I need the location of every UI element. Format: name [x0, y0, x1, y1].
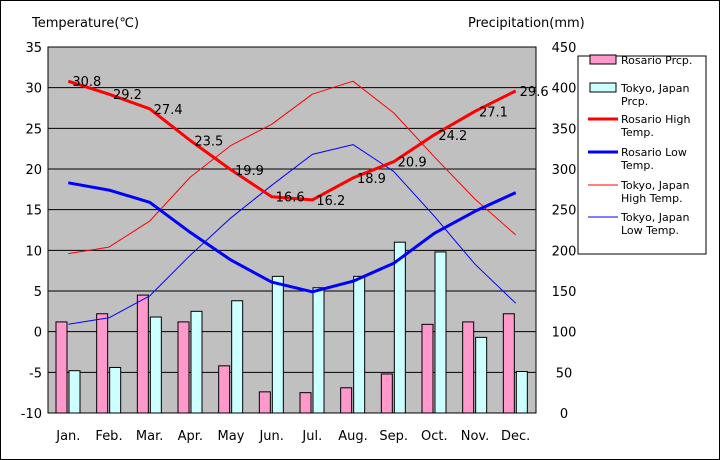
legend-label: Tokyo, Japan — [620, 82, 689, 95]
x-tick-label: Dec. — [501, 429, 530, 444]
right-tick-label: 100 — [552, 326, 577, 341]
x-tick-label: Apr. — [178, 429, 203, 444]
rosario-prcp-bar — [258, 391, 271, 414]
rosario-prcp-bar — [218, 365, 231, 414]
x-tick-label: Mar. — [136, 429, 163, 444]
right-tick-label: 400 — [552, 82, 577, 97]
rosario-high-data-label: 27.4 — [154, 103, 183, 118]
x-tick-label: Oct. — [421, 429, 448, 444]
x-tick-label: May — [218, 429, 245, 444]
rosario-prcp-bar — [462, 321, 475, 414]
x-tick-label: Feb. — [95, 429, 122, 444]
tokyo-low-line — [68, 144, 517, 325]
x-tick-label: Nov. — [461, 429, 490, 444]
right-tick-label: 300 — [552, 163, 577, 178]
left-tick-label: 10 — [25, 244, 42, 259]
rosario-prcp-bar — [380, 373, 393, 414]
rosario-prcp-bar — [299, 392, 312, 414]
rosario-prcp-bar — [136, 294, 149, 414]
legend-swatch — [589, 54, 617, 65]
tokyo-prcp-bar — [190, 310, 203, 414]
x-axis-ticks: Jan. Feb. Mar. Apr. May Jun. Jul. Aug. Sep. Oct. N… — [55, 429, 530, 444]
rosario-high-line — [67, 79, 517, 202]
right-tick-label: 200 — [552, 244, 577, 259]
plot-area — [47, 46, 537, 414]
legend-label: Temp. — [620, 126, 654, 139]
right-axis-title: Precipitation(mm) — [468, 16, 585, 31]
precipitation-bars — [55, 241, 528, 414]
left-tick-label: 0 — [34, 326, 42, 341]
rosario-high-data-label: 16.6 — [276, 191, 305, 206]
rosario-high-data-label: 23.5 — [194, 135, 223, 150]
left-tick-label: 35 — [25, 41, 42, 56]
rosario-prcp-bar — [55, 321, 68, 414]
rosario-prcp-bar — [502, 313, 515, 414]
tokyo-prcp-bar — [434, 251, 447, 414]
legend-label: Rosario Prcp. — [621, 54, 692, 67]
legend-label: Temp. — [620, 159, 654, 172]
rosario-high-data-label: 16.2 — [316, 194, 345, 209]
legend-label: Low Temp. — [621, 224, 679, 237]
rosario-high-data-label: 24.2 — [438, 129, 467, 144]
legend-swatch — [589, 82, 617, 93]
tokyo-prcp-bar — [149, 316, 162, 414]
gridlines — [48, 87, 536, 373]
rosario-prcp-bar — [177, 321, 190, 414]
legend-label: Tokyo, Japan — [620, 211, 689, 224]
legend-label: Rosario High — [621, 113, 690, 126]
right-tick-label: 150 — [552, 285, 577, 300]
left-tick-label: 25 — [25, 122, 42, 137]
tokyo-prcp-bar — [393, 241, 406, 414]
tokyo-prcp-bar — [231, 300, 244, 414]
tokyo-prcp-bar — [312, 287, 325, 414]
tokyo-prcp-bar — [515, 371, 528, 414]
data-labels: 30.8 29.2 27.4 23.5 19.9 16.6 16.2 18.9 20.9 24.2… — [72, 75, 548, 209]
left-tick-label: -10 — [21, 407, 42, 422]
left-tick-label: 15 — [25, 204, 42, 219]
x-tick-label: Aug. — [338, 429, 368, 444]
left-axis-ticks: 35 30 25 20 15 10 5 0 -5 -10 — [21, 41, 42, 422]
rosario-high-data-label: 20.9 — [398, 156, 427, 171]
left-tick-label: -5 — [29, 366, 42, 381]
x-tick-label: Jan. — [55, 429, 80, 444]
rosario-prcp-bar — [96, 313, 109, 414]
rosario-low-line — [68, 181, 517, 294]
x-tick-label: Jun. — [258, 429, 283, 444]
x-tick-label: Jul. — [301, 429, 322, 444]
left-tick-label: 20 — [25, 163, 42, 178]
right-axis-ticks: 450 400 350 300 250 200 150 100 50 0 — [552, 41, 577, 422]
rosario-high-data-label: 27.1 — [479, 105, 508, 120]
legend-label: Prcp. — [621, 95, 648, 108]
right-tick-label: 50 — [556, 366, 573, 381]
tokyo-prcp-bar — [109, 366, 122, 414]
tokyo-prcp-bar — [271, 275, 284, 414]
tokyo-prcp-bar — [353, 275, 366, 414]
left-tick-label: 5 — [34, 285, 42, 300]
left-axis-title: Temperature(℃) — [31, 16, 139, 31]
rosario-high-data-label: 18.9 — [357, 172, 386, 187]
x-tick-label: Sep. — [379, 429, 408, 444]
right-tick-label: 450 — [552, 41, 577, 56]
rosario-high-data-label: 29.6 — [520, 85, 549, 100]
rosario-prcp-bar — [421, 323, 434, 414]
rosario-prcp-bar — [340, 387, 353, 414]
rosario-high-data-label: 19.9 — [235, 164, 264, 179]
tokyo-prcp-bar — [68, 370, 81, 414]
tokyo-prcp-bar — [475, 336, 488, 414]
left-tick-label: 30 — [25, 82, 42, 97]
tokyo-high-line — [68, 80, 517, 255]
rosario-high-data-label: 29.2 — [113, 88, 142, 103]
legend-label: Rosario Low — [621, 146, 687, 159]
rosario-high-data-label: 30.8 — [72, 75, 101, 90]
temperature-lines — [67, 79, 517, 325]
legend-label: High Temp. — [621, 192, 683, 205]
right-tick-label: 250 — [552, 204, 577, 219]
legend-label: Tokyo, Japan — [620, 179, 689, 192]
right-tick-label: 350 — [552, 122, 577, 137]
right-tick-label: 0 — [560, 407, 568, 422]
